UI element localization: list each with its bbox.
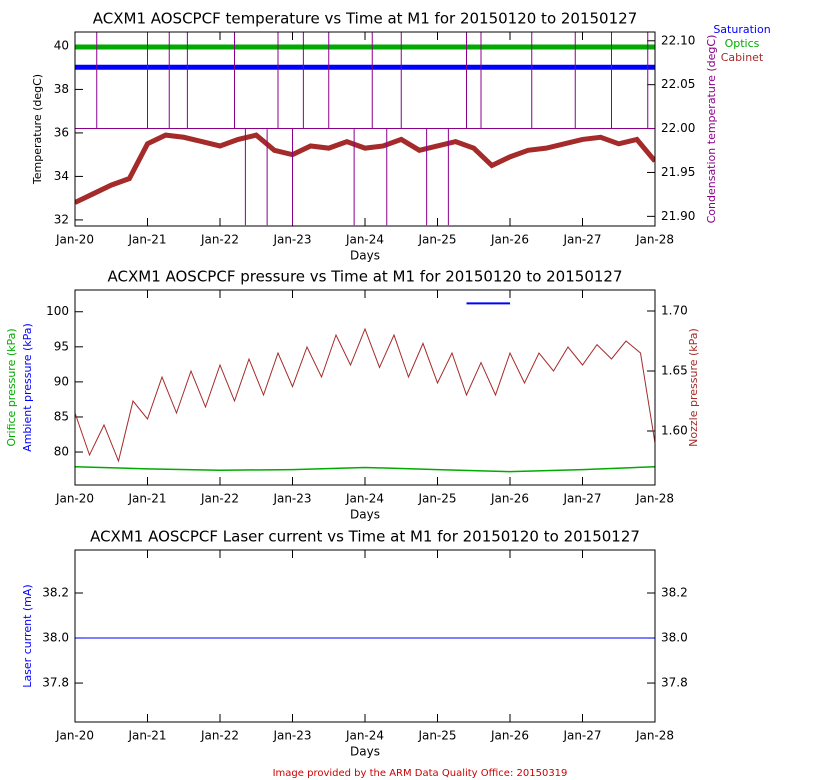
x-tick-label: Jan-24	[345, 492, 384, 506]
y2-tick-label: 1.60	[661, 424, 688, 438]
series-line	[75, 327, 655, 463]
x-tick-label: Jan-23	[272, 233, 311, 247]
y-tick-label: 32	[54, 212, 69, 226]
x-tick-label: Jan-27	[562, 233, 601, 247]
y-tick-label: 36	[54, 125, 69, 139]
plot-frame	[74, 289, 656, 486]
x-tick-label: Jan-25	[417, 233, 456, 247]
plot-frame	[74, 549, 656, 723]
legend-label: Saturation	[713, 23, 770, 36]
y2-tick-label: 21.90	[661, 209, 695, 223]
x-tick-label: Jan-25	[417, 492, 456, 506]
y-tick-label: 95	[54, 339, 69, 353]
x-tick-label: Jan-26	[490, 492, 529, 506]
x-tick-label: Jan-22	[200, 233, 239, 247]
y-axis-label: Laser current (mA)	[21, 584, 34, 687]
chart-title: ACXM1 AOSCPCF pressure vs Time at M1 for…	[108, 268, 623, 286]
y-tick-label: 85	[54, 409, 69, 423]
footer: Image provided by the ARM Data Quality O…	[273, 768, 568, 779]
y2-tick-label: 22.00	[661, 121, 695, 135]
x-tick-label: Jan-26	[490, 233, 529, 247]
y-tick-label: 38.0	[42, 631, 69, 645]
y2-tick-label: 38.2	[661, 586, 688, 600]
series-line	[75, 466, 655, 473]
x-tick-label: Jan-28	[635, 729, 674, 743]
plot-frame	[74, 31, 656, 227]
y-tick-label: 100	[46, 304, 69, 318]
y-tick-label: 37.8	[42, 676, 69, 690]
y2-tick-label: 1.70	[661, 304, 688, 318]
y2-tick-label: 1.65	[661, 364, 688, 378]
y2-tick-label: 22.05	[661, 77, 695, 91]
x-tick-label: Jan-21	[127, 729, 166, 743]
x-tick-label: Jan-27	[562, 729, 601, 743]
x-tick-label: Jan-28	[635, 492, 674, 506]
chart-title: ACXM1 AOSCPCF temperature vs Time at M1 …	[93, 10, 637, 28]
y-tick-label: 80	[54, 445, 69, 459]
x-tick-label: Jan-27	[562, 492, 601, 506]
legend-label: Optics	[725, 37, 760, 50]
x-tick-label: Jan-20	[55, 492, 94, 506]
y2-tick-label: 37.8	[661, 676, 688, 690]
y2-axis-label: Condensation temperature (degC)	[705, 35, 718, 224]
x-tick-label: Jan-22	[200, 729, 239, 743]
series-line	[75, 132, 655, 205]
x-tick-label: Jan-22	[200, 492, 239, 506]
x-tick-label: Jan-26	[490, 729, 529, 743]
x-axis-label: Days	[350, 745, 380, 759]
x-tick-label: Jan-20	[55, 233, 94, 247]
y2-axis-label: Nozzle pressure (kPa)	[687, 328, 700, 447]
y-tick-label: 34	[54, 169, 69, 183]
x-tick-label: Jan-25	[417, 729, 456, 743]
x-tick-label: Jan-28	[635, 233, 674, 247]
y2-tick-label: 38.0	[661, 631, 688, 645]
y-tick-label: 38.2	[42, 586, 69, 600]
legend-label: Cabinet	[721, 51, 764, 64]
y-tick-label: 38	[54, 82, 69, 96]
y-axis-label: Ambient pressure (kPa)	[21, 323, 34, 452]
x-axis-label: Days	[350, 249, 380, 263]
x-axis-label: Days	[350, 508, 380, 522]
y2-tick-label: 21.95	[661, 165, 695, 179]
x-tick-label: Jan-21	[127, 492, 166, 506]
x-tick-label: Jan-23	[272, 729, 311, 743]
chart-title: ACXM1 AOSCPCF Laser current vs Time at M…	[90, 528, 640, 546]
x-tick-label: Jan-23	[272, 492, 311, 506]
y-tick-label: 90	[54, 374, 69, 388]
y-tick-label: 40	[54, 38, 69, 52]
x-tick-label: Jan-21	[127, 233, 166, 247]
x-tick-label: Jan-24	[345, 729, 384, 743]
x-tick-label: Jan-20	[55, 729, 94, 743]
y2-tick-label: 22.10	[661, 33, 695, 47]
y-axis-label: Orifice pressure (kPa)	[5, 328, 18, 446]
x-tick-label: Jan-24	[345, 233, 384, 247]
y-axis-label: Temperature (degC)	[31, 74, 44, 185]
series-line	[75, 32, 655, 226]
